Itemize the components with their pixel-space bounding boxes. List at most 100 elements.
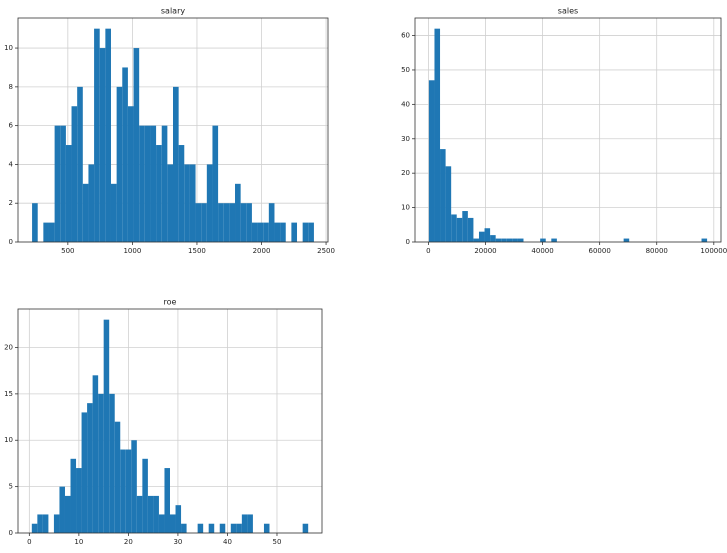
bar — [240, 203, 247, 242]
subplot: roe 0 5 10 15 20 0 10 20 30 40 50 — [4, 298, 323, 546]
x-tick-label: 1000 — [123, 247, 141, 255]
bar — [428, 80, 435, 242]
bar — [302, 222, 309, 242]
y-tick-label: 20 — [401, 169, 410, 177]
bar — [451, 214, 457, 242]
bar — [161, 125, 168, 242]
bar — [103, 319, 110, 533]
bar — [440, 149, 446, 242]
bar — [87, 403, 93, 533]
x-tick-label: 0 — [426, 247, 430, 255]
bar — [445, 166, 452, 242]
bar — [247, 514, 253, 533]
x-tick-label: 0 — [27, 538, 31, 546]
bar — [175, 505, 182, 533]
x-tick-label: 30 — [173, 538, 182, 546]
bar — [241, 514, 248, 533]
y-tick-label: 40 — [401, 100, 410, 108]
bar — [158, 514, 165, 533]
y-tick-label: 2 — [9, 199, 13, 207]
bar — [280, 222, 286, 242]
y-tick-label: 60 — [401, 32, 410, 40]
bar — [173, 86, 179, 243]
x-tick-label: 40 — [223, 538, 232, 546]
y-tick-label: 10 — [401, 204, 410, 212]
bar — [517, 238, 524, 242]
bar — [136, 495, 143, 533]
bar — [206, 164, 213, 242]
bar — [32, 203, 38, 242]
bar — [127, 106, 134, 242]
bar — [81, 412, 88, 533]
x-tick-label: 20 — [124, 538, 133, 546]
y-tick-label: 8 — [9, 83, 13, 91]
x-tick-label: 80000 — [646, 247, 668, 255]
bar — [308, 222, 314, 242]
bar — [230, 523, 237, 533]
x-tick-label: 20000 — [474, 247, 496, 255]
bar — [42, 514, 49, 533]
bar — [122, 67, 128, 242]
y-tick-label: 30 — [401, 135, 410, 143]
bar — [462, 211, 468, 242]
bar — [71, 106, 78, 242]
y-tick-label: 5 — [9, 483, 13, 491]
bar — [99, 48, 106, 242]
bar — [506, 238, 513, 242]
plot-frame — [17, 17, 329, 243]
bar — [263, 222, 269, 242]
bar — [219, 523, 226, 533]
bar — [181, 523, 187, 533]
bar — [43, 222, 49, 242]
bar — [164, 468, 170, 533]
bar — [70, 458, 77, 533]
y-tick-label: 15 — [4, 390, 13, 398]
bar — [473, 238, 479, 242]
bar — [147, 495, 154, 533]
bar — [201, 203, 207, 242]
bar — [501, 238, 507, 242]
bar — [490, 235, 496, 242]
x-tick-label: 500 — [61, 247, 74, 255]
bar — [139, 125, 145, 242]
bar — [142, 458, 148, 533]
bar — [212, 125, 219, 242]
bar — [246, 203, 252, 242]
bar — [208, 523, 215, 533]
plot-frame — [414, 17, 722, 243]
bar — [197, 523, 204, 533]
bar — [64, 495, 71, 533]
bar — [551, 238, 557, 242]
subplot-title: salary — [161, 7, 185, 16]
bar — [114, 421, 121, 533]
bar — [150, 125, 157, 242]
y-tick-label: 10 — [4, 436, 13, 444]
bar — [98, 393, 104, 533]
bar — [116, 86, 123, 243]
bar — [76, 468, 82, 533]
bar — [229, 203, 236, 242]
bar — [92, 375, 99, 533]
bar — [144, 125, 151, 242]
bar — [701, 238, 708, 242]
bar — [65, 145, 72, 242]
x-tick-label: 60000 — [589, 247, 611, 255]
bar — [235, 183, 241, 242]
bar — [31, 523, 38, 533]
bar — [131, 440, 137, 533]
x-tick-label: 50 — [273, 538, 282, 546]
bar — [94, 28, 100, 242]
subplot: salary 0 2 4 6 8 10 500 1000 1500 2000 2500 — [4, 7, 335, 256]
bar — [467, 217, 474, 242]
bar — [37, 514, 43, 533]
bar — [120, 449, 126, 533]
x-tick-label: 40000 — [531, 247, 553, 255]
bar — [105, 28, 111, 242]
bar — [170, 514, 176, 533]
y-tick-label: 6 — [9, 122, 14, 130]
subplot: sales 0 10 20 30 40 50 60 0 20000 40000 60000 80000 1… — [401, 7, 727, 256]
y-tick-label: 4 — [9, 160, 14, 168]
bar — [456, 217, 463, 242]
bar — [263, 523, 270, 533]
